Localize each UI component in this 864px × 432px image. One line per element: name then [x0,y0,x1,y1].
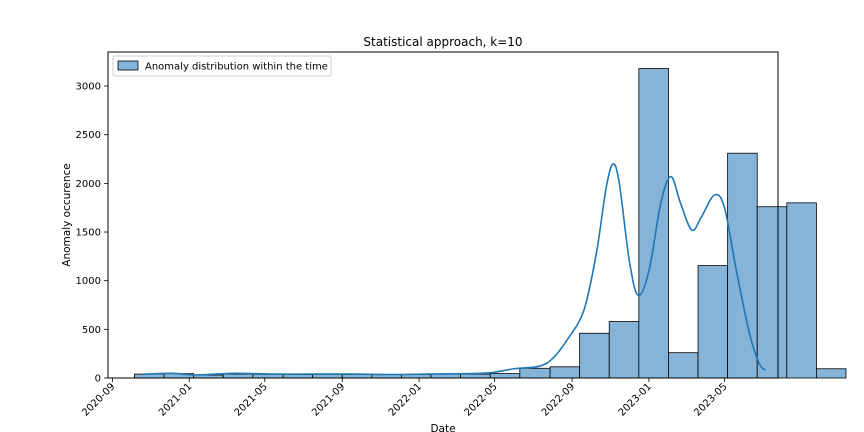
histogram-bar [489,373,521,379]
histogram-bar [638,68,669,379]
x-tick-label: 2023-05 [692,381,729,418]
legend: Anomaly distribution within the time [112,55,332,77]
y-tick-label: 500 [82,325,101,336]
x-tick-label: 2020-09 [80,381,117,418]
histogram-bar [786,202,817,379]
y-axis-label: Anomaly occurence [61,163,73,266]
kde-line [143,163,766,376]
legend-box [112,55,332,77]
histogram-bar [222,373,254,379]
x-tick-label: 2021-05 [233,381,270,418]
histogram-bar [579,332,610,379]
y-tick-label: 2500 [76,130,101,141]
x-tick-label: 2022-09 [540,381,577,418]
histogram-bar [697,265,729,379]
x-tick-label: 2022-01 [387,381,424,418]
legend-label: Anomaly distribution within the time [145,62,328,73]
histogram-bar [668,352,699,379]
histogram-bar [519,367,551,379]
legend-swatch [117,60,139,71]
y-tick-label: 3000 [76,82,101,93]
y-axis-ticks: 0 500 1000 1500 2000 2500 3000 [76,82,108,385]
y-tick-label: 1500 [76,228,101,239]
x-axis-label: Date [430,423,455,432]
axes-frame [107,51,779,379]
chart-title: Statistical approach, k=10 [363,35,522,49]
histogram-bar [816,368,847,379]
histogram-bar [608,321,640,379]
y-tick-label: 0 [95,374,101,385]
x-axis-ticks: 2020-09 2021-01 2021-05 2021-09 2022-01 2022-… [80,378,730,419]
x-tick-label: 2021-01 [157,381,194,418]
histogram-bar [460,373,491,379]
histogram-bar [282,374,314,379]
x-tick-label: 2021-09 [310,381,347,418]
x-tick-label: 2023-01 [617,381,654,418]
histogram-bar [549,366,581,379]
y-tick-label: 1000 [76,276,101,287]
x-tick-label: 2022-05 [462,381,499,418]
y-tick-label: 2000 [76,179,101,190]
histogram-bar [756,206,788,379]
histogram-bar [341,374,373,379]
bars-group [134,68,847,379]
